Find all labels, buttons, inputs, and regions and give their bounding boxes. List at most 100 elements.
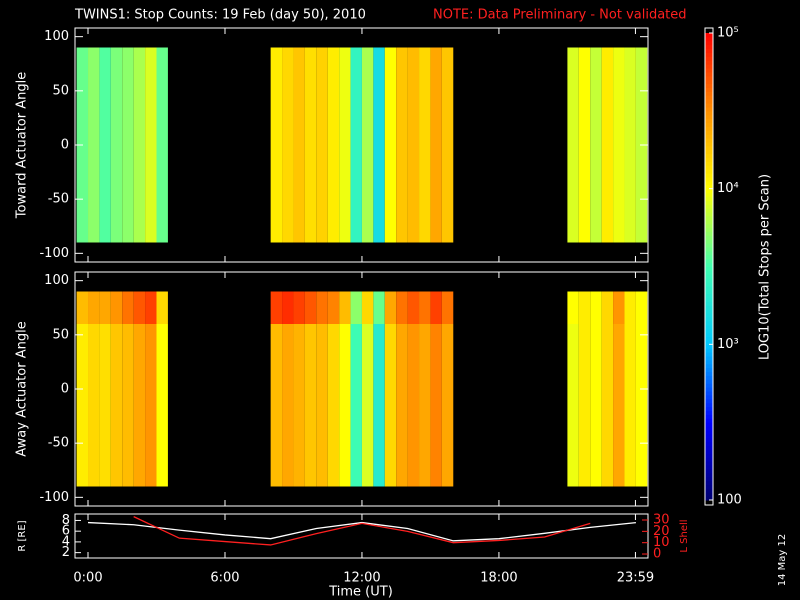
heat-cell	[590, 47, 602, 243]
colorbar-swatch	[705, 293, 713, 299]
colorbar-swatch	[705, 180, 713, 186]
heat-cell	[407, 47, 420, 243]
heat-cell	[122, 291, 134, 324]
colorbar-swatch	[705, 103, 713, 108]
y-tick-label: 8	[62, 513, 70, 528]
y-axis-label: Toward Actuator Angle	[15, 72, 30, 219]
colorbar-swatch	[705, 422, 713, 427]
colorbar-swatch	[705, 398, 713, 404]
colorbar-swatch	[705, 75, 713, 81]
colorbar-swatch	[705, 247, 713, 252]
x-axis-label: Time (UT)	[328, 585, 393, 600]
colorbar-swatch	[705, 394, 713, 400]
heat-cell	[316, 291, 328, 324]
colorbar-swatch	[705, 239, 713, 244]
y2-tick-label: 0	[653, 547, 661, 562]
colorbar-swatch	[705, 352, 713, 357]
colorbar-swatch	[705, 192, 713, 197]
colorbar-swatch	[705, 161, 713, 166]
colorbar-swatch	[705, 496, 713, 501]
colorbar-swatch	[705, 457, 713, 462]
colorbar-swatch	[705, 363, 713, 369]
colorbar-swatch	[705, 126, 713, 131]
heat-cell	[567, 324, 579, 487]
heat-cell	[601, 47, 614, 243]
colorbar-swatch	[705, 453, 713, 458]
colorbar-swatch	[705, 184, 713, 190]
colorbar-swatch	[705, 414, 713, 419]
colorbar-swatch	[705, 56, 713, 61]
colorbar-swatch	[705, 95, 713, 100]
colorbar-swatch	[705, 99, 713, 104]
heat-cell	[635, 324, 648, 487]
colorbar-swatch	[705, 426, 713, 431]
colorbar-swatch	[705, 305, 713, 310]
x-tick-label: 12:00	[343, 571, 380, 586]
x-tick-label: 18:00	[480, 571, 517, 586]
colorbar-swatch	[705, 278, 713, 283]
colorbar-swatch	[705, 320, 713, 326]
colorbar-frame	[704, 27, 714, 506]
heat-cell	[441, 291, 454, 324]
colorbar-tick-label: 10⁵	[717, 26, 739, 41]
heat-cell	[601, 291, 614, 324]
heat-cell	[350, 324, 362, 487]
colorbar-swatch	[705, 336, 713, 341]
heat-cell	[361, 291, 374, 324]
colorbar-swatch	[705, 204, 713, 209]
heat-cell	[282, 324, 294, 487]
heat-cell	[76, 324, 89, 487]
heat-cell	[441, 324, 454, 487]
colorbar-swatch	[705, 87, 713, 92]
heat-cell	[350, 47, 362, 243]
colorbar-swatch	[705, 48, 713, 53]
heat-cell	[578, 291, 591, 324]
heat-cell	[430, 291, 442, 324]
colorbar-swatch	[705, 492, 713, 497]
colorbar-swatch	[705, 262, 713, 267]
y-axis-label: Away Actuator Angle	[15, 321, 30, 456]
heat-cell	[293, 324, 305, 487]
heat-cell	[339, 291, 351, 324]
heat-cell	[419, 291, 431, 324]
y-tick-label: 6	[62, 524, 70, 539]
colorbar-swatch	[705, 461, 713, 466]
heat-cell	[88, 291, 100, 324]
heat-cell	[99, 47, 111, 243]
colorbar-swatch	[705, 219, 713, 225]
colorbar-swatch	[705, 215, 713, 221]
colorbar-swatch	[705, 235, 713, 240]
heat-cell	[122, 47, 134, 243]
heat-cell	[361, 324, 374, 487]
x-tick-label: 6:00	[210, 571, 239, 586]
colorbar-swatch	[705, 106, 713, 112]
heat-cell	[327, 47, 340, 243]
colorbar-swatch	[705, 134, 713, 139]
y-tick-label: -50	[48, 436, 69, 451]
colorbar-swatch	[705, 472, 713, 478]
heat-cell	[407, 291, 420, 324]
colorbar-swatch	[705, 375, 713, 380]
heat-cell	[76, 291, 89, 324]
colorbar-swatch	[705, 367, 713, 373]
colorbar-swatch	[705, 359, 713, 365]
heat-cell	[339, 324, 351, 487]
line-series	[87, 521, 636, 542]
heat-cell	[567, 47, 579, 243]
colorbar-swatch	[705, 130, 713, 135]
colorbar-swatch	[705, 476, 713, 482]
heat-cell	[293, 291, 305, 324]
y-axis-label: R [RE]	[17, 520, 28, 551]
y-tick-label: 100	[44, 273, 69, 288]
heat-cell	[430, 324, 442, 487]
heat-cell	[339, 47, 351, 243]
colorbar-swatch	[705, 488, 713, 493]
y2-axis-label: L Shell	[679, 519, 690, 552]
heat-cell	[590, 324, 602, 487]
colorbar-swatch	[705, 165, 713, 170]
colorbar-swatch	[705, 402, 713, 408]
colorbar-swatch	[705, 200, 713, 205]
heat-cell	[88, 47, 100, 243]
colorbar-swatch	[705, 145, 713, 151]
